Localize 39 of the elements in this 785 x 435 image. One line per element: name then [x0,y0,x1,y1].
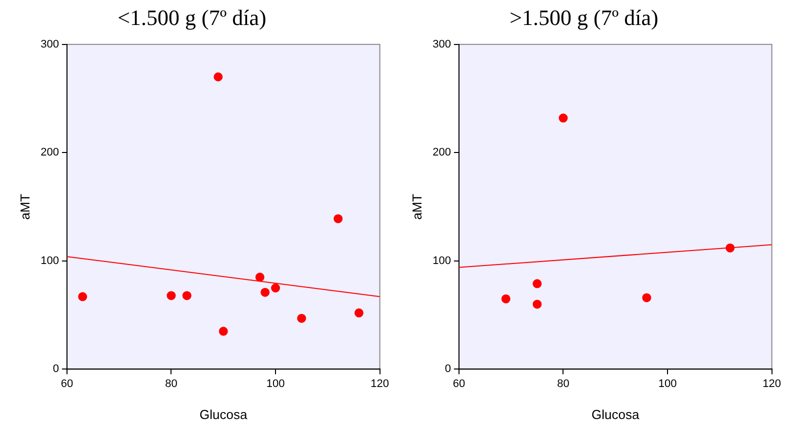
x-tick-label: 80 [165,378,178,390]
point [214,72,223,82]
point [558,114,568,123]
point [532,300,542,309]
y-tick-label: 100 [40,254,59,267]
y-axis-title: aMT [17,194,32,220]
y-axis-title: aMT [409,194,424,220]
point [78,292,88,302]
point [501,294,510,304]
y-tick-label: 0 [444,363,451,376]
point [271,284,280,292]
x-tick-label: 100 [658,378,677,390]
point [642,293,652,302]
point [255,272,264,282]
y-tick-label: 200 [40,146,59,159]
point [354,308,364,318]
point [532,279,542,288]
x-tick-label: 120 [762,378,782,390]
y-tick-label: 300 [40,38,59,50]
x-tick-label: 120 [370,378,390,390]
point [218,326,228,336]
x-tick-label: 60 [60,378,74,390]
point [260,288,270,297]
x-axis-title: Glucosa [592,406,640,422]
y-tick-label: 200 [432,146,451,159]
y-tick-label: 300 [432,38,451,50]
y-tick-label: 0 [52,363,59,376]
y-tick-label: 100 [432,254,451,267]
point [334,214,343,224]
chart-title: >1.500 g (7º día) [510,4,658,30]
x-tick-label: 60 [452,378,466,390]
point [726,243,735,252]
point [297,314,306,323]
x-tick-label: 80 [557,378,570,390]
point [166,291,176,300]
x-axis-title: Glucosa [200,406,248,422]
x-tick-label: 100 [266,378,285,390]
point [182,291,192,300]
chart-title: <1.500 g (7º día) [118,4,266,30]
